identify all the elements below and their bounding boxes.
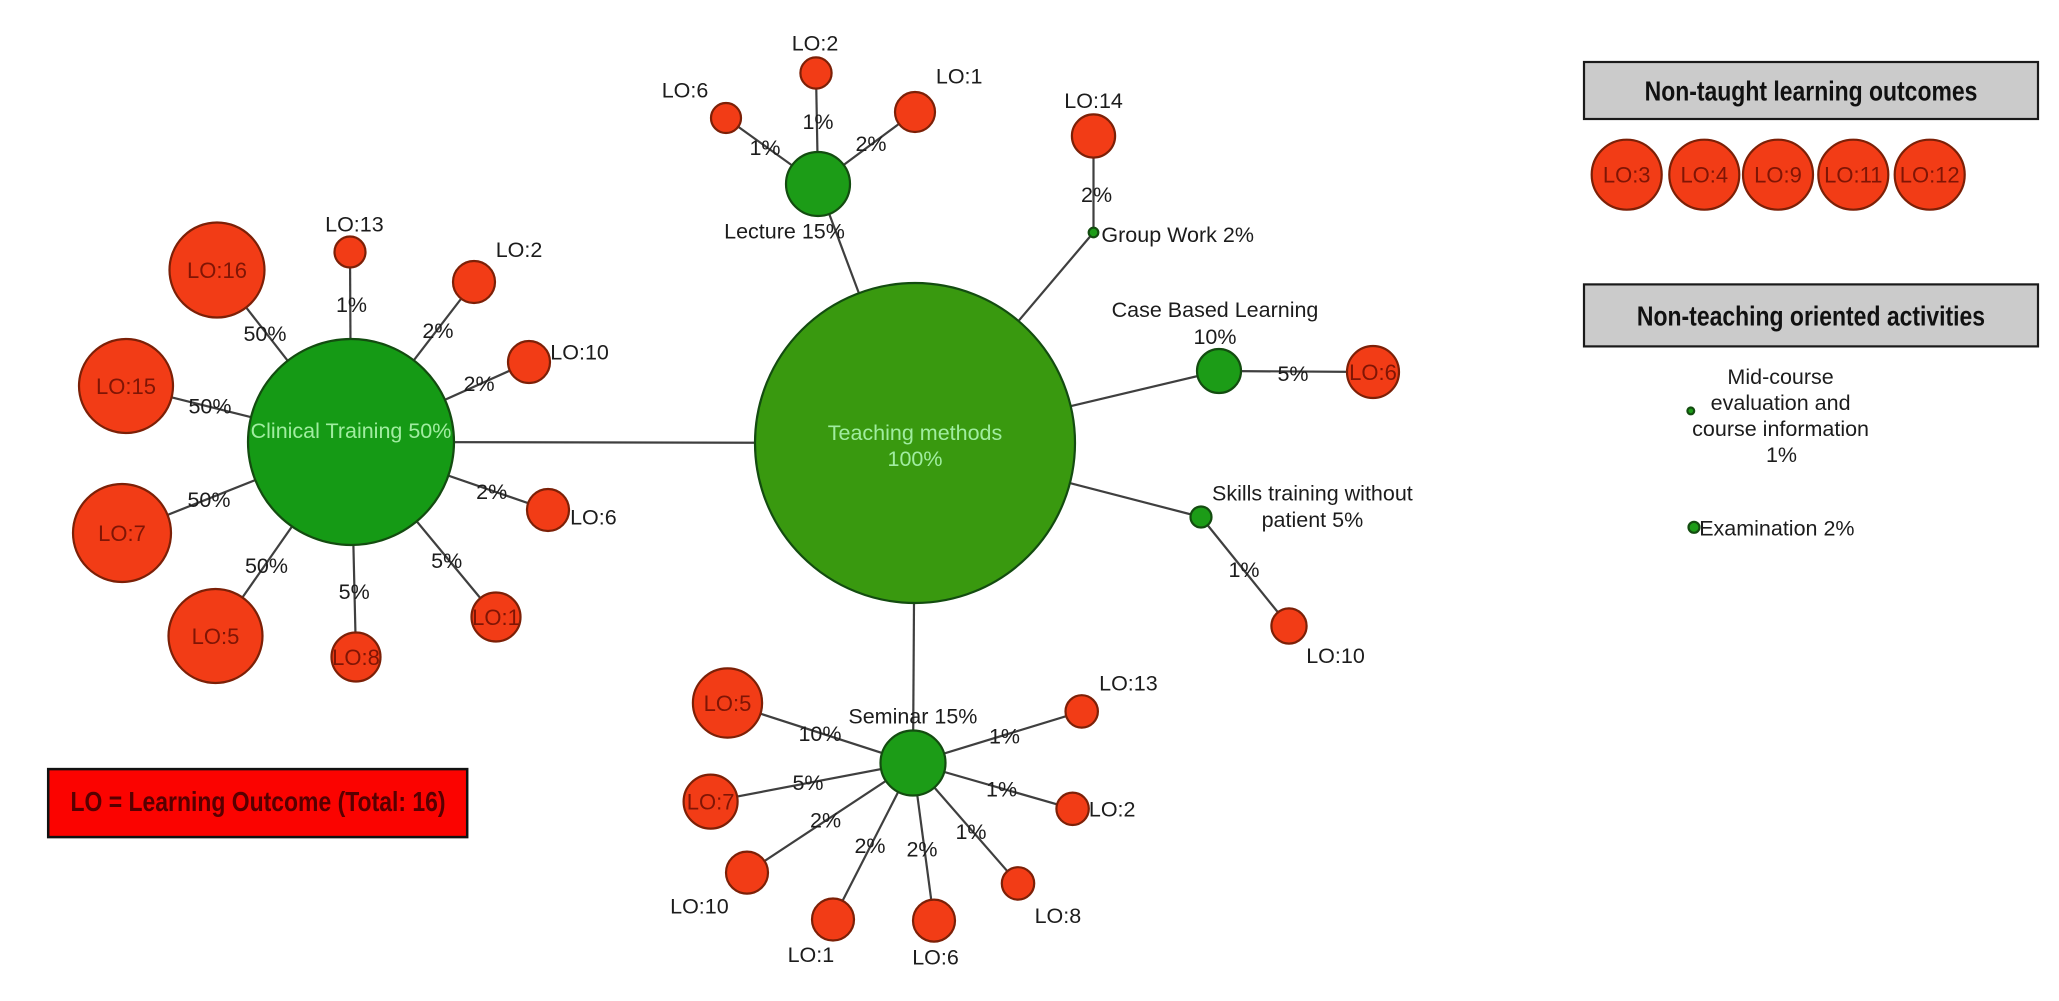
- svg-text:1%: 1%: [1228, 558, 1259, 582]
- svg-text:Seminar 15%: Seminar 15%: [848, 705, 977, 729]
- svg-text:LO:6: LO:6: [662, 79, 709, 103]
- svg-text:LO:2: LO:2: [1089, 798, 1136, 822]
- svg-text:LO:12: LO:12: [1900, 163, 1960, 188]
- svg-text:LO:15: LO:15: [96, 374, 156, 399]
- svg-text:LO:14: LO:14: [1064, 89, 1123, 113]
- svg-text:LO:16: LO:16: [187, 258, 247, 283]
- svg-text:LO:8: LO:8: [1035, 904, 1082, 928]
- svg-text:Non-teaching oriented activiti: Non-teaching oriented activities: [1637, 301, 1985, 332]
- svg-text:LO:11: LO:11: [1824, 163, 1882, 188]
- svg-text:LO:5: LO:5: [192, 624, 240, 649]
- svg-text:LO:4: LO:4: [1680, 163, 1728, 188]
- svg-text:LO:1: LO:1: [788, 943, 835, 967]
- svg-text:Group Work 2%: Group Work 2%: [1101, 223, 1254, 247]
- svg-text:Teaching methods: Teaching methods: [828, 421, 1003, 445]
- svg-text:LO:1: LO:1: [936, 65, 983, 89]
- svg-text:LO:2: LO:2: [792, 32, 839, 56]
- svg-text:LO:6: LO:6: [912, 946, 959, 970]
- svg-text:Lecture 15%: Lecture 15%: [724, 220, 845, 244]
- svg-text:2%: 2%: [906, 838, 937, 862]
- svg-text:Skills training without: Skills training without: [1212, 482, 1413, 506]
- svg-text:LO:6: LO:6: [1349, 360, 1397, 385]
- svg-text:LO:6: LO:6: [570, 506, 617, 530]
- svg-text:LO:2: LO:2: [496, 238, 543, 262]
- svg-text:LO:7: LO:7: [687, 790, 735, 815]
- svg-text:50%: 50%: [188, 395, 231, 419]
- svg-text:course information: course information: [1692, 417, 1869, 441]
- svg-text:5%: 5%: [1277, 362, 1308, 386]
- svg-text:2%: 2%: [1081, 183, 1112, 207]
- svg-text:100%: 100%: [888, 447, 943, 471]
- svg-text:5%: 5%: [792, 771, 823, 795]
- svg-text:2%: 2%: [464, 372, 495, 396]
- svg-text:2%: 2%: [422, 319, 453, 343]
- svg-text:LO:5: LO:5: [704, 691, 752, 716]
- svg-text:10%: 10%: [798, 722, 841, 746]
- svg-text:LO:1: LO:1: [472, 605, 520, 630]
- svg-text:10%: 10%: [1193, 325, 1236, 349]
- svg-text:LO:7: LO:7: [98, 521, 146, 546]
- svg-text:2%: 2%: [810, 809, 841, 833]
- svg-text:LO = Learning Outcome (Total:: LO = Learning Outcome (Total: 16): [70, 787, 445, 818]
- svg-text:1%: 1%: [336, 293, 367, 317]
- svg-text:5%: 5%: [431, 549, 462, 573]
- svg-text:Case Based Learning: Case Based Learning: [1112, 298, 1319, 322]
- svg-text:LO:10: LO:10: [550, 341, 609, 365]
- svg-text:2%: 2%: [855, 132, 886, 156]
- svg-text:Mid-course: Mid-course: [1727, 365, 1833, 389]
- svg-text:2%: 2%: [476, 480, 507, 504]
- svg-text:LO:9: LO:9: [1754, 163, 1802, 188]
- svg-text:LO:13: LO:13: [1099, 672, 1158, 696]
- svg-text:2%: 2%: [854, 834, 885, 858]
- svg-text:evaluation and: evaluation and: [1711, 391, 1851, 415]
- svg-text:1%: 1%: [1766, 443, 1797, 467]
- svg-text:patient 5%: patient 5%: [1262, 508, 1364, 532]
- svg-text:50%: 50%: [243, 322, 286, 346]
- svg-text:1%: 1%: [955, 820, 986, 844]
- svg-text:LO:10: LO:10: [670, 895, 729, 919]
- svg-text:50%: 50%: [187, 488, 230, 512]
- svg-text:Non-taught learning outcomes: Non-taught learning outcomes: [1645, 76, 1978, 107]
- svg-text:LO:8: LO:8: [332, 645, 380, 670]
- svg-text:50%: 50%: [245, 554, 288, 578]
- svg-text:Clinical Training 50%: Clinical Training 50%: [251, 419, 452, 443]
- svg-text:1%: 1%: [802, 110, 833, 134]
- svg-text:1%: 1%: [989, 725, 1020, 749]
- svg-text:1%: 1%: [986, 778, 1017, 802]
- svg-text:5%: 5%: [339, 580, 370, 604]
- svg-text:LO:10: LO:10: [1306, 644, 1365, 668]
- svg-text:Examination 2%: Examination 2%: [1699, 517, 1854, 541]
- svg-text:1%: 1%: [749, 136, 780, 160]
- svg-text:LO:3: LO:3: [1603, 163, 1651, 188]
- svg-text:LO:13: LO:13: [325, 213, 384, 237]
